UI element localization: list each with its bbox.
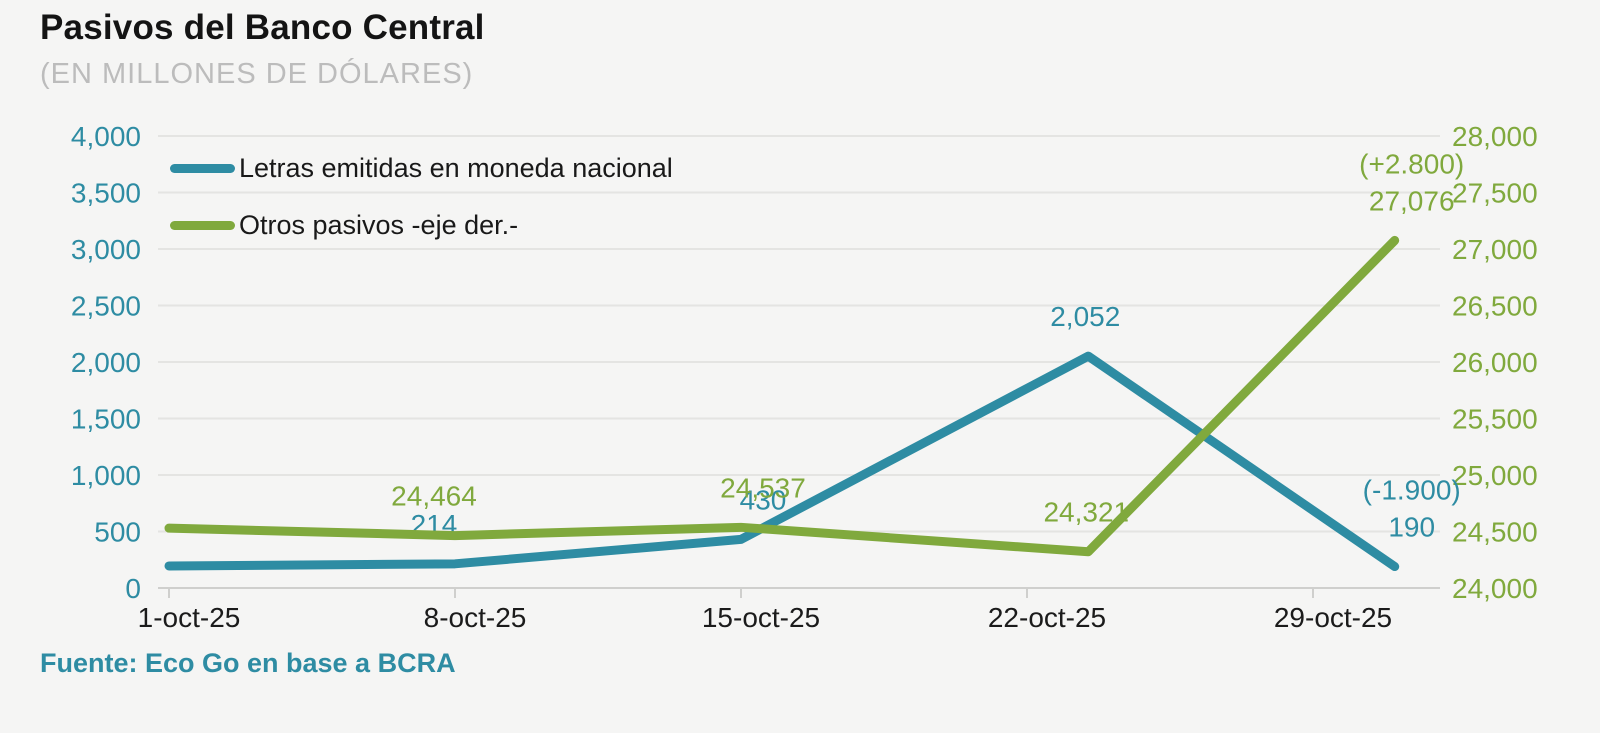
x-axis-tick-label: 8-oct-25: [424, 602, 527, 633]
data-label: 430: [740, 484, 787, 515]
right-axis-tick-label: 24,500: [1452, 517, 1538, 548]
left-axis-tick-label: 2,500: [71, 291, 141, 322]
data-label: 190: [1388, 512, 1435, 543]
right-axis-tick-label: 28,000: [1452, 121, 1538, 152]
left-axis-tick-label: 1,500: [71, 404, 141, 435]
series-line-otros-pasivos: [164, 235, 1400, 557]
left-axis-tick-label: 500: [94, 517, 141, 548]
left-axis-tick-label: 0: [125, 573, 141, 604]
right-axis-tick-label: 27,500: [1452, 178, 1538, 209]
data-label: 24,464: [391, 481, 477, 512]
legend-label-otros-pasivos: Otros pasivos -eje der.-: [239, 209, 519, 240]
data-annotation: (+2.800): [1359, 148, 1464, 179]
left-axis-tick-label: 1,000: [71, 460, 141, 491]
data-label: 2,052: [1050, 301, 1120, 332]
series-line-letras: [164, 351, 1400, 572]
chart-title: Pasivos del Banco Central: [40, 8, 485, 47]
data-label: 27,076: [1369, 185, 1455, 216]
x-axis-tick-label: 22-oct-25: [988, 602, 1106, 633]
chart-subtitle: (EN MILLONES DE DÓLARES): [40, 58, 474, 90]
legend-swatch-otros-pasivos-icon: [170, 220, 235, 230]
x-axis-tick-label: 15-oct-25: [702, 602, 820, 633]
left-axis-tick-label: 4,000: [71, 121, 141, 152]
right-axis-tick-label: 25,500: [1452, 404, 1538, 435]
legend-swatch-letras-icon: [170, 163, 235, 173]
x-axis-tick-label: 29-oct-25: [1274, 602, 1392, 633]
legend-item-letras: Letras emitidas en moneda nacional: [170, 152, 673, 183]
right-axis-tick-label: 25,000: [1452, 460, 1538, 491]
right-axis-tick-label: 27,000: [1452, 234, 1538, 265]
legend-item-otros-pasivos: Otros pasivos -eje der.-: [170, 209, 519, 240]
x-axis-tick-label: 1-oct-25: [138, 602, 241, 633]
data-label: 24,537: [720, 472, 806, 503]
left-axis-tick-label: 3,500: [71, 178, 141, 209]
source-note: Fuente: Eco Go en base a BCRA: [40, 648, 456, 678]
right-axis-tick-label: 24,000: [1452, 573, 1538, 604]
data-annotation: (-1.900): [1363, 475, 1461, 506]
right-axis-tick-label: 26,000: [1452, 347, 1538, 378]
right-axis-tick-label: 26,500: [1452, 291, 1538, 322]
left-axis-tick-label: 3,000: [71, 234, 141, 265]
legend-label-letras: Letras emitidas en moneda nacional: [239, 152, 673, 183]
left-axis-tick-label: 2,000: [71, 347, 141, 378]
